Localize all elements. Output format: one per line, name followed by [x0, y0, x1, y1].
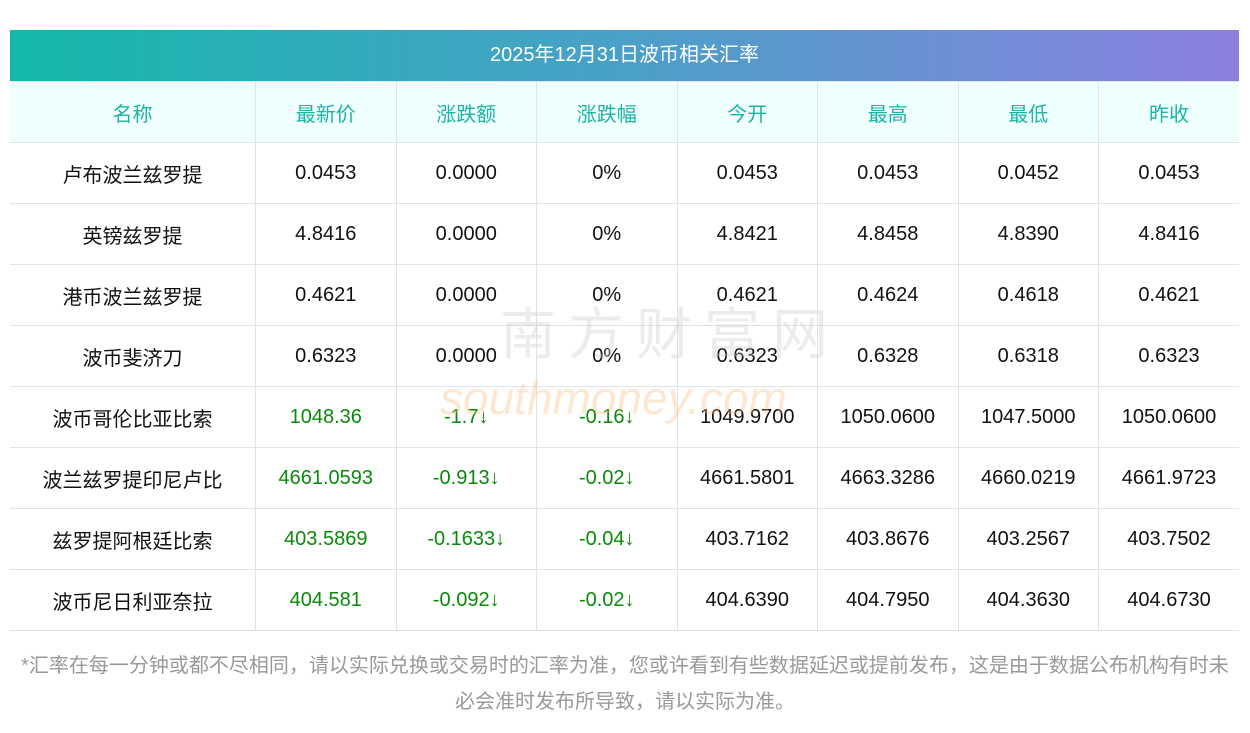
column-header: 最低 — [957, 81, 1099, 143]
cell-value: 404.6390 — [676, 569, 818, 631]
currency-name: 波币尼日利亚奈拉 — [10, 569, 256, 631]
cell-value: 403.2567 — [957, 508, 1099, 570]
cell-value: 0.6318 — [957, 325, 1099, 387]
cell-value: 404.7950 — [817, 569, 959, 631]
currency-name: 卢布波兰兹罗提 — [10, 142, 256, 204]
cell-value: 0.0453 — [255, 142, 397, 204]
cell-value: 4661.5801 — [676, 447, 818, 509]
column-header: 昨收 — [1098, 81, 1239, 143]
cell-value: 0.0000 — [395, 264, 537, 326]
currency-name: 兹罗提阿根廷比索 — [10, 508, 256, 570]
table-row: 卢布波兰兹罗提 0.0453 0.0000 0% 0.0453 0.0453 0.0452 0… — [10, 142, 1239, 204]
cell-value: 1049.9700 — [676, 386, 818, 448]
cell-value: 1048.36 — [255, 386, 397, 448]
cell-value: 0.4621 — [676, 264, 818, 326]
cell-value: 1050.0600 — [817, 386, 959, 448]
currency-name: 港币波兰兹罗提 — [10, 264, 256, 326]
cell-value: 403.5869 — [255, 508, 397, 570]
column-header: 今开 — [676, 81, 818, 143]
cell-value: 0.4621 — [255, 264, 397, 326]
cell-value: 403.7162 — [676, 508, 818, 570]
cell-value: -1.7↓ — [395, 386, 537, 448]
cell-value: 4663.3286 — [817, 447, 959, 509]
cell-value: -0.913↓ — [395, 447, 537, 509]
cell-value: 1050.0600 — [1098, 386, 1239, 448]
cell-value: 404.581 — [255, 569, 397, 631]
cell-value: 4.8416 — [255, 203, 397, 265]
cell-value: 0.0000 — [395, 142, 537, 204]
cell-value: 4660.0219 — [957, 447, 1099, 509]
column-header: 涨跌幅 — [536, 81, 678, 143]
cell-value: 4.8416 — [1098, 203, 1239, 265]
table-row: 兹罗提阿根廷比索 403.5869 -0.1633↓ -0.04↓ 403.7162 40… — [10, 508, 1239, 570]
table-row: 波币哥伦比亚比索 1048.36 -1.7↓ -0.16↓ 1049.9700 1050.… — [10, 386, 1239, 448]
cell-value: 0.4618 — [957, 264, 1099, 326]
cell-value: -0.04↓ — [536, 508, 678, 570]
cell-value: 404.3630 — [957, 569, 1099, 631]
exchange-rate-table: 名称 最新价 涨跌额 涨跌幅 今开 最高 最低 昨收 卢布波兰兹罗提 0.0453 0.0000 0… — [10, 81, 1239, 631]
cell-value: 0.4621 — [1098, 264, 1239, 326]
cell-value: 4.8421 — [676, 203, 818, 265]
currency-name: 波币哥伦比亚比索 — [10, 386, 256, 448]
cell-value: 0.4624 — [817, 264, 959, 326]
currency-name: 波兰兹罗提印尼卢比 — [10, 447, 256, 509]
table-row: 英镑兹罗提 4.8416 0.0000 0% 4.8421 4.8458 4.8390 4.8… — [10, 203, 1239, 265]
cell-value: -0.092↓ — [395, 569, 537, 631]
cell-value: 0.0453 — [1098, 142, 1239, 204]
cell-value: -0.1633↓ — [395, 508, 537, 570]
table-title: 2025年12月31日波币相关汇率 — [10, 30, 1239, 81]
cell-value: 0% — [536, 203, 678, 265]
column-header: 最新价 — [255, 81, 397, 143]
cell-value: 1047.5000 — [957, 386, 1099, 448]
cell-value: 403.8676 — [817, 508, 959, 570]
cell-value: 0% — [536, 142, 678, 204]
cell-value: -0.02↓ — [536, 569, 678, 631]
currency-name: 波币斐济刀 — [10, 325, 256, 387]
cell-value: 403.7502 — [1098, 508, 1239, 570]
cell-value: 0% — [536, 325, 678, 387]
table-row: 波兰兹罗提印尼卢比 4661.0593 -0.913↓ -0.02↓ 4661.5801… — [10, 447, 1239, 509]
cell-value: 0.6323 — [255, 325, 397, 387]
cell-value: 4661.0593 — [255, 447, 397, 509]
cell-value: 0% — [536, 264, 678, 326]
cell-value: 4661.9723 — [1098, 447, 1239, 509]
cell-value: 0.0453 — [817, 142, 959, 204]
cell-value: 0.0452 — [957, 142, 1099, 204]
cell-value: -0.16↓ — [536, 386, 678, 448]
table-row: 港币波兰兹罗提 0.4621 0.0000 0% 0.4621 0.4624 0.4618 0… — [10, 264, 1239, 326]
cell-value: 0.6328 — [817, 325, 959, 387]
cell-value: 0.6323 — [1098, 325, 1239, 387]
header-row: 名称 最新价 涨跌额 涨跌幅 今开 最高 最低 昨收 — [10, 81, 1239, 143]
table-row: 波币斐济刀 0.6323 0.0000 0% 0.6323 0.6328 0.6318 0.6… — [10, 325, 1239, 387]
cell-value: 0.0000 — [395, 325, 537, 387]
column-header: 涨跌额 — [395, 81, 537, 143]
cell-value: 4.8458 — [817, 203, 959, 265]
cell-value: 0.0000 — [395, 203, 537, 265]
column-header: 名称 — [10, 81, 256, 143]
column-header: 最高 — [817, 81, 959, 143]
cell-value: 4.8390 — [957, 203, 1099, 265]
cell-value: -0.02↓ — [536, 447, 678, 509]
cell-value: 404.6730 — [1098, 569, 1239, 631]
disclaimer-note: *汇率在每一分钟或都不尽相同，请以实际兑换或交易时的汇率为准，您或许看到有些数据… — [21, 655, 1229, 713]
table-row: 波币尼日利亚奈拉 404.581 -0.092↓ -0.02↓ 404.6390 404.… — [10, 569, 1239, 631]
cell-value: 0.0453 — [676, 142, 818, 204]
currency-name: 英镑兹罗提 — [10, 203, 256, 265]
cell-value: 0.6323 — [676, 325, 818, 387]
